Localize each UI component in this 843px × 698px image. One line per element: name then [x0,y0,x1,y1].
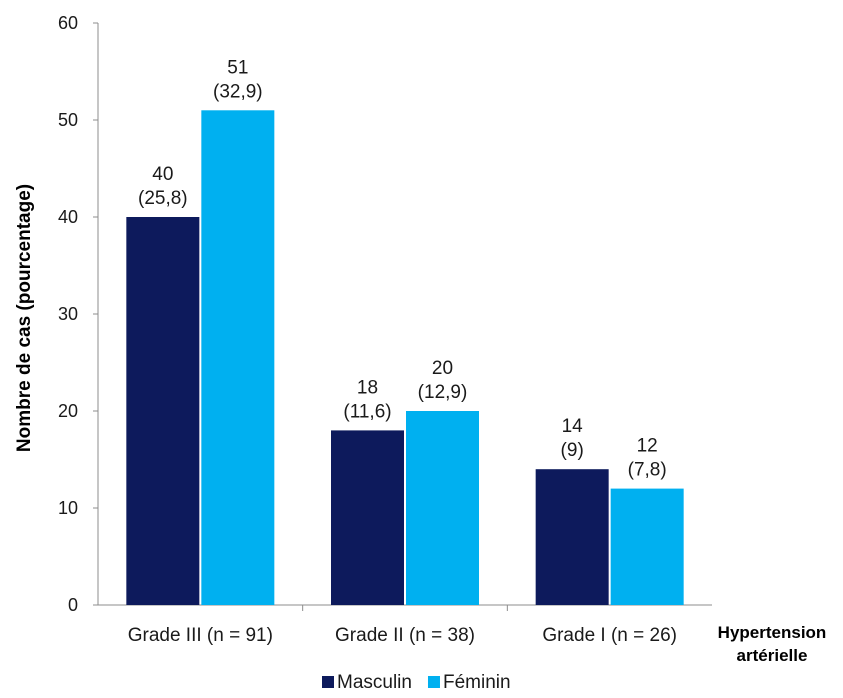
data-label-percent: (9) [561,440,584,461]
bar-féminin [610,488,684,605]
x-axis-label-line2: artérielle [737,646,808,665]
bar-féminin [201,110,275,606]
bar-masculin [126,217,200,605]
legend-label-masculin: Masculin [337,672,412,693]
data-label-percent: (12,9) [418,382,468,403]
y-tick-label: 50 [58,110,78,130]
x-tick-label: Grade II (n = 38) [335,625,475,646]
data-label-percent: (7,8) [628,460,667,481]
x-tick-label: Grade III (n = 91) [128,625,273,646]
legend-swatch-masculin [322,676,334,688]
y-tick-label: 40 [58,207,78,227]
data-label-percent: (25,8) [138,188,188,209]
bars [126,110,684,606]
y-tick-label: 10 [58,498,78,518]
legend: Masculin Féminin [322,672,511,693]
data-label-percent: (11,6) [343,401,391,422]
y-tick-label: 20 [58,401,78,421]
data-label-percent: (32,9) [213,81,263,102]
x-axis-label-line1: Hypertension [718,623,827,642]
data-label-value: 14 [562,416,584,437]
data-label-value: 40 [152,164,173,185]
data-label-value: 20 [432,358,453,379]
data-labels: 40 (25,8) 51 (32,9) 18 (11,6) 20 (12,9) 14 (9) 12 (… [138,57,667,480]
x-tick-label: Grade I (n = 26) [542,625,677,646]
bar-masculin [535,469,609,605]
bar-féminin [406,411,479,605]
y-tick-label: 30 [58,304,78,324]
legend-label-féminin: Féminin [443,672,511,693]
bar-masculin [331,430,404,605]
y-tick-label: 60 [58,13,78,33]
y-axis-label: Nombre de cas (pourcentage) [14,184,35,452]
y-tick-label: 0 [68,595,78,615]
data-label-value: 12 [637,436,658,457]
data-label-value: 18 [357,377,378,398]
axes: 0 10 20 30 40 50 60 Grade III (n = 91) Grade II … [58,13,712,646]
legend-swatch-féminin [427,676,440,688]
data-label-value: 51 [227,57,248,78]
